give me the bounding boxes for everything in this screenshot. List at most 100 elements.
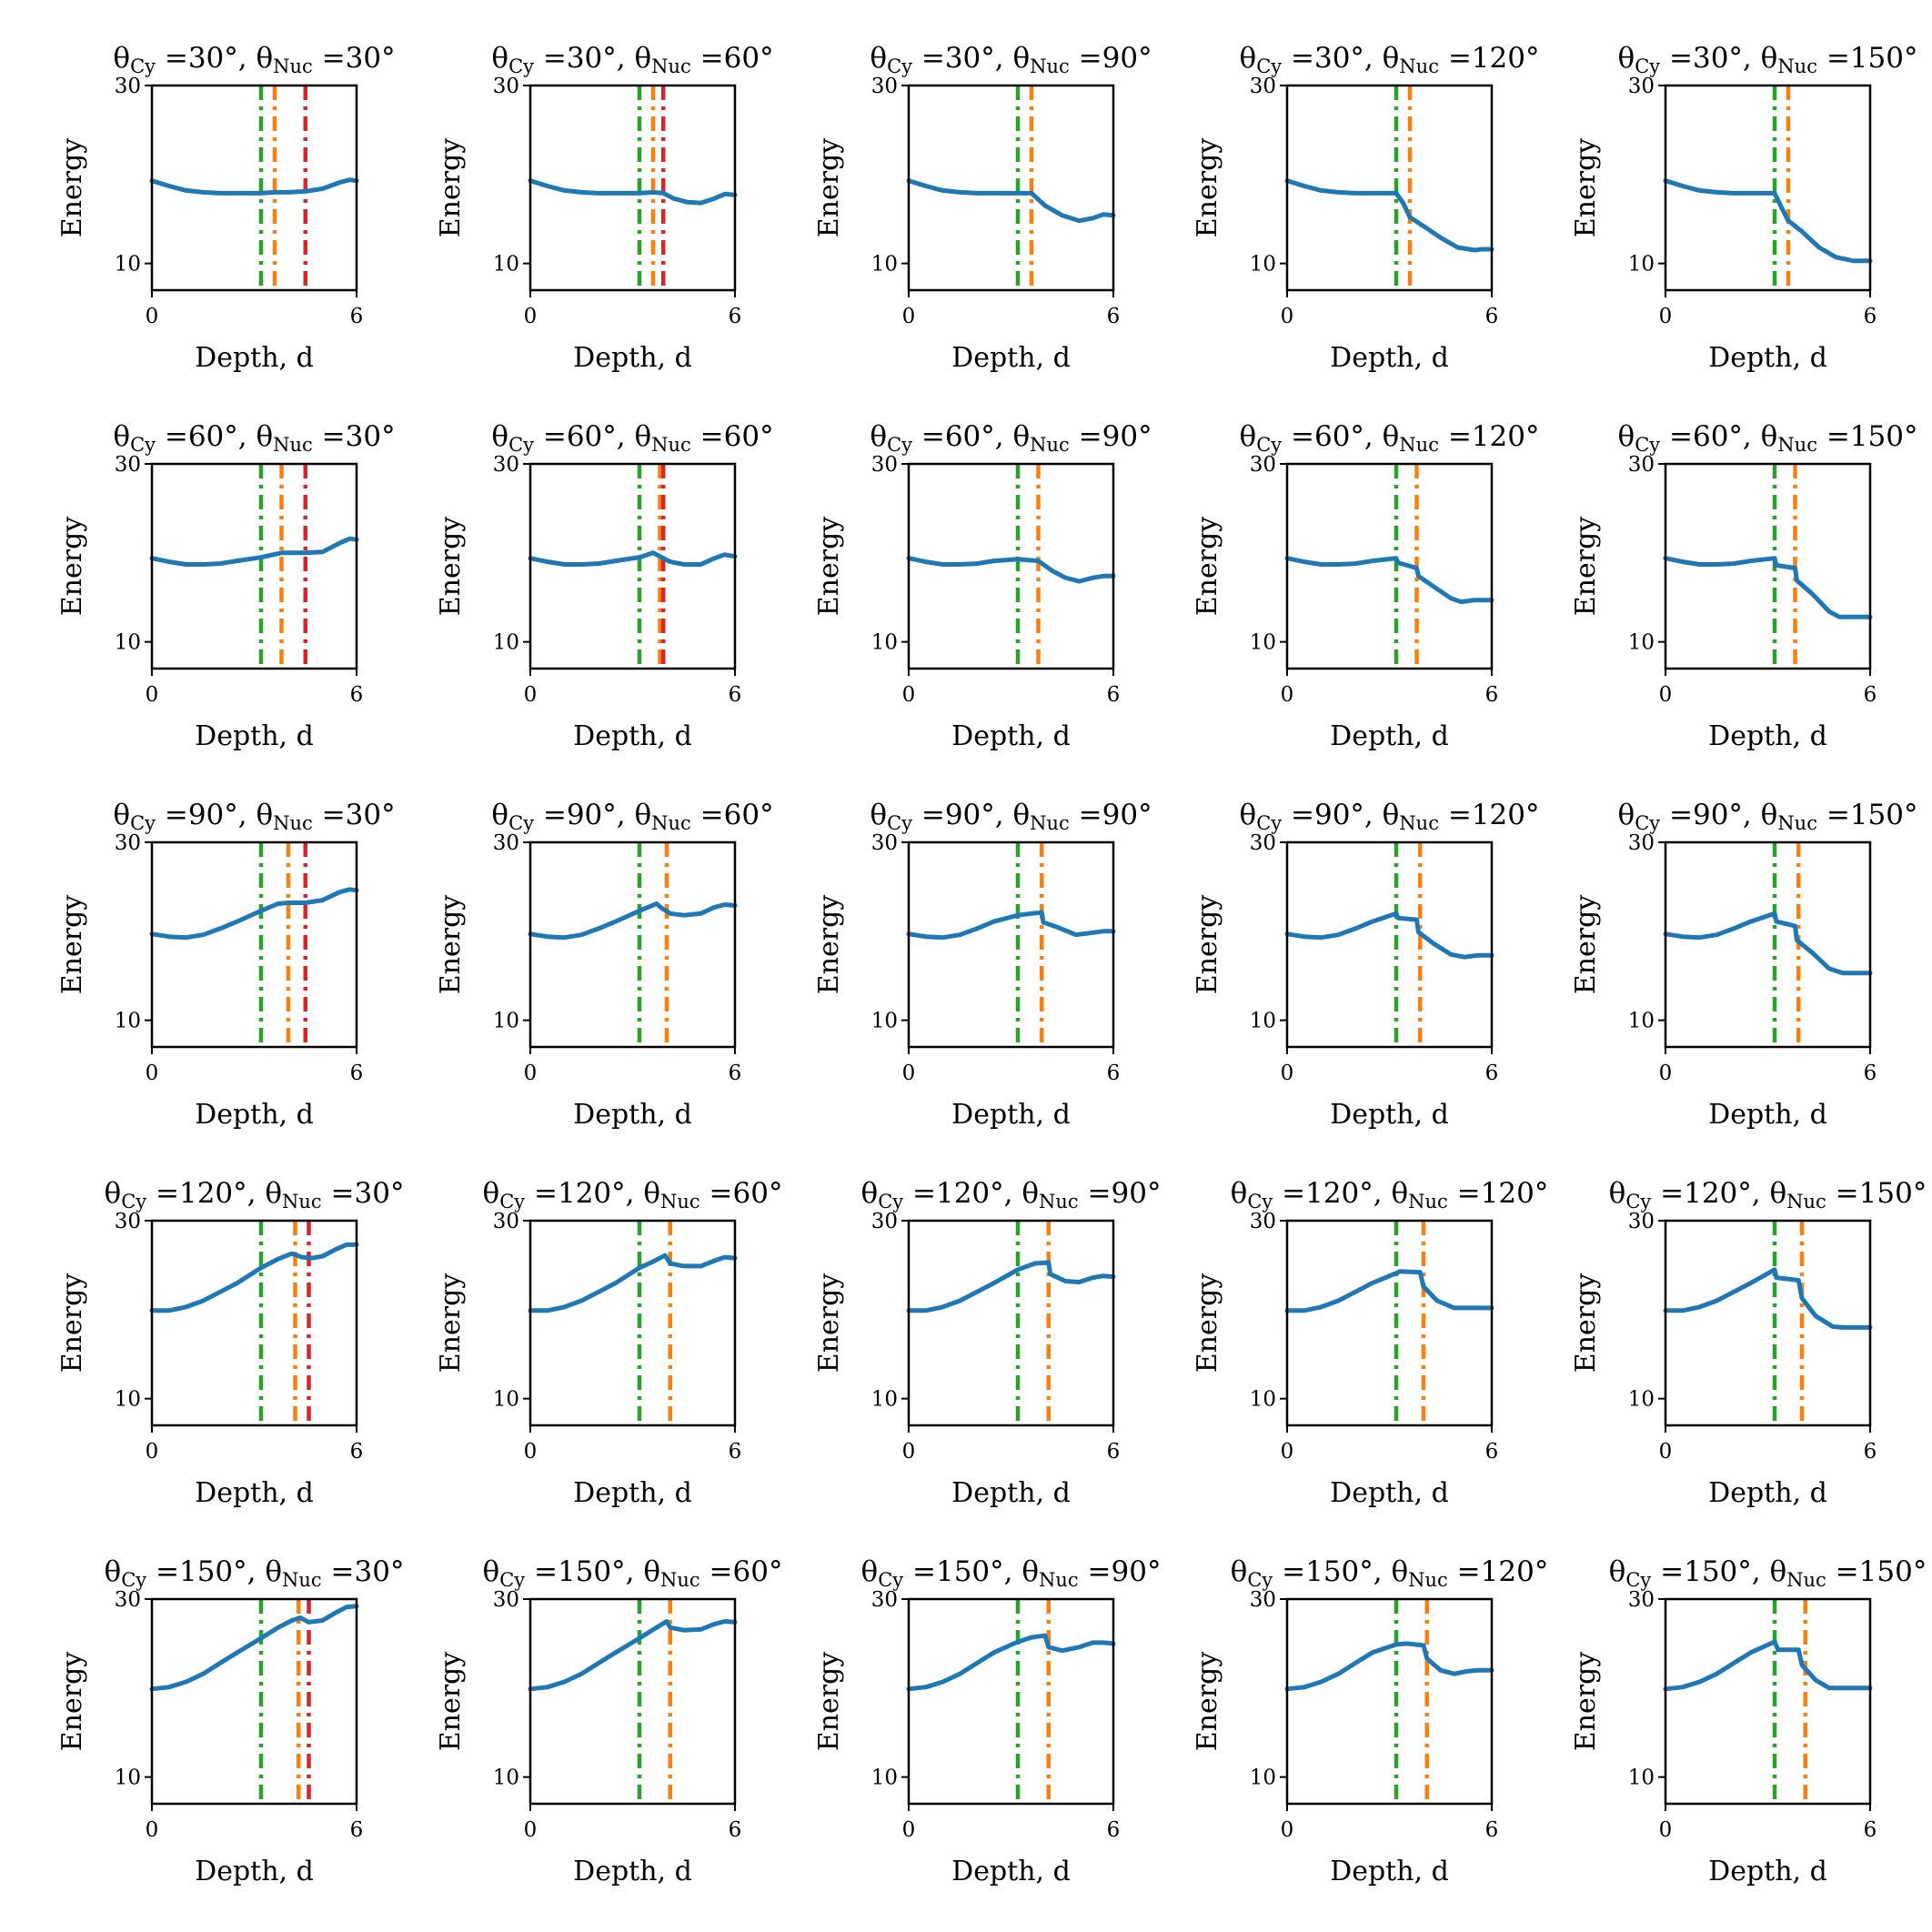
title-part: =120°	[1448, 1555, 1549, 1588]
axes-frame	[150, 840, 358, 1049]
title-subscript: Nuc	[1408, 1191, 1448, 1213]
axes-frame	[1285, 1597, 1494, 1806]
y-tick-label: 10	[1628, 1010, 1655, 1033]
panel-1-3: 10 30 0 6 Depth, d Energy θCy =60°, θNuc =120°	[1192, 420, 1539, 752]
title-part: =150°, θ	[1273, 1555, 1408, 1588]
title-part: θ	[861, 1177, 879, 1210]
energy-curve	[528, 178, 738, 206]
title-part: =90°	[1070, 799, 1152, 831]
title-part: θ	[491, 420, 508, 453]
y-tick-label: 30	[115, 1210, 141, 1233]
title-subscript: Cy	[887, 812, 912, 834]
title-subscript: Nuc	[282, 1191, 322, 1213]
title-part: =30°	[313, 42, 396, 75]
x-axis-label: Depth, d	[1330, 1099, 1449, 1131]
x-tick-label: 0	[1659, 1818, 1673, 1842]
x-axis-label: Depth, d	[195, 342, 314, 374]
title-part: =60°	[691, 420, 774, 453]
panel-0-2: 10 30 0 6 Depth, d Energy θCy =30°, θNuc =90°	[813, 42, 1152, 374]
title-subscript: Cy	[878, 1191, 903, 1213]
title-subscript: Nuc	[1039, 1191, 1079, 1213]
title-subscript: Cy	[1635, 812, 1660, 834]
axes-frame	[1285, 462, 1494, 670]
title-subscript: Cy	[1256, 434, 1282, 456]
title-subscript: Nuc	[1399, 812, 1439, 834]
y-axis-label: Energy	[435, 1652, 467, 1752]
x-tick-label: 0	[146, 305, 159, 328]
x-tick-label: 6	[1864, 1818, 1877, 1842]
title-subscript: Nuc	[1039, 1569, 1079, 1591]
title-subscript: Cy	[1256, 55, 1282, 77]
title-subscript: Cy	[1625, 1191, 1651, 1213]
x-tick-label: 0	[524, 305, 538, 328]
x-tick-label: 0	[524, 1818, 538, 1842]
x-tick-label: 0	[146, 1818, 159, 1842]
y-tick-label: 30	[1250, 1588, 1276, 1612]
title-subscript: Nuc	[660, 1191, 700, 1213]
title-part: =60°, θ	[912, 420, 1030, 453]
panel-title: θCy =150°, θNuc =30°	[105, 1555, 405, 1591]
axes-frame	[1664, 84, 1872, 292]
title-part: θ	[105, 1555, 122, 1588]
y-tick-label: 10	[1628, 1388, 1655, 1412]
y-tick-label: 10	[493, 631, 519, 655]
title-part: =30°	[322, 1555, 405, 1588]
title-subscript: Nuc	[1030, 434, 1070, 456]
y-tick-label: 30	[115, 1588, 141, 1612]
y-tick-label: 10	[1250, 253, 1276, 277]
energy-curve	[1284, 1269, 1494, 1313]
title-subscript: Nuc	[282, 1569, 322, 1591]
title-subscript: Cy	[121, 1191, 146, 1213]
title-part: =150°	[1826, 1177, 1927, 1210]
y-tick-label: 10	[115, 253, 141, 277]
panel-2-1: 10 30 0 6 Depth, d Energy θCy =90°, θNuc =60°	[435, 799, 774, 1131]
axes-frame	[1664, 1219, 1872, 1427]
y-tick-label: 30	[493, 453, 519, 477]
y-tick-label: 10	[115, 1766, 141, 1790]
x-axis-label: Depth, d	[1330, 342, 1449, 374]
title-part: =30°, θ	[534, 42, 651, 75]
panel-1-1: 10 30 0 6 Depth, d Energy θCy =60°, θNuc =60°	[435, 420, 774, 752]
y-axis-label: Energy	[1570, 138, 1602, 238]
panel-2-2: 10 30 0 6 Depth, d Energy θCy =90°, θNuc =90°	[813, 799, 1152, 1131]
x-tick-label: 6	[729, 305, 742, 328]
title-part: θ	[1240, 799, 1257, 831]
y-tick-label: 10	[1250, 631, 1276, 655]
title-part: =150°, θ	[525, 1555, 660, 1588]
axes-frame	[528, 840, 737, 1049]
x-tick-label: 6	[350, 1818, 364, 1842]
y-tick-label: 10	[871, 631, 898, 655]
title-subscript: Cy	[130, 812, 156, 834]
panel-4-0: 10 30 0 6 Depth, d Energy θCy =150°, θNuc =30°	[56, 1555, 404, 1887]
energy-curve	[149, 887, 359, 941]
energy-curve	[906, 556, 1116, 584]
title-part: =90°, θ	[1660, 799, 1777, 831]
y-tick-label: 30	[115, 831, 141, 855]
title-part: =120°	[1439, 42, 1540, 75]
x-tick-label: 6	[729, 1440, 742, 1464]
title-subscript: Nuc	[1030, 812, 1070, 834]
x-tick-label: 6	[1107, 1062, 1121, 1085]
x-tick-label: 0	[524, 1062, 538, 1085]
panel-title: θCy =150°, θNuc =90°	[861, 1555, 1162, 1591]
y-axis-label: Energy	[435, 517, 467, 617]
x-tick-label: 6	[350, 683, 364, 707]
title-part: =120°, θ	[1651, 1177, 1786, 1210]
title-subscript: Cy	[1247, 1191, 1273, 1213]
y-tick-label: 30	[871, 1210, 898, 1233]
y-axis-label: Energy	[1570, 1652, 1602, 1752]
panel-title: θCy =120°, θNuc =120°	[1231, 1177, 1549, 1213]
axes-frame	[150, 1219, 358, 1427]
title-part: =120°	[1439, 799, 1540, 831]
y-axis-label: Energy	[56, 517, 88, 617]
title-subscript: Cy	[878, 1569, 903, 1591]
title-part: θ	[113, 799, 130, 831]
title-subscript: Nuc	[1777, 434, 1817, 456]
panel-1-4: 10 30 0 6 Depth, d Energy θCy =60°, θNuc =150°	[1570, 420, 1917, 752]
panel-title: θCy =30°, θNuc =120°	[1240, 42, 1540, 77]
panel-title: θCy =30°, θNuc =30°	[113, 42, 395, 77]
y-tick-label: 10	[493, 1766, 519, 1790]
energy-curve	[1663, 911, 1873, 976]
energy-curve	[149, 536, 359, 567]
title-part: θ	[1618, 420, 1635, 453]
